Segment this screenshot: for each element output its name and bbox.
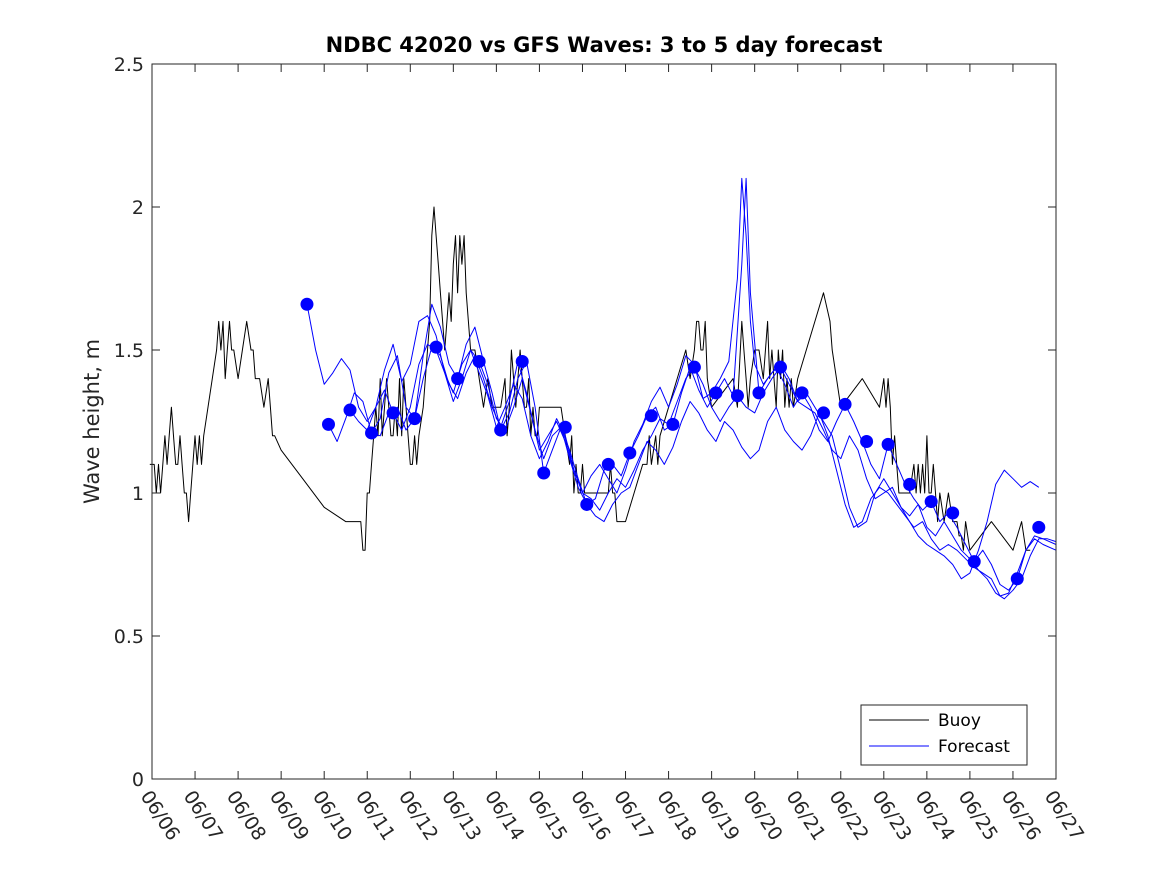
forecast-marker bbox=[365, 426, 379, 440]
x-tick-label: 06/27 bbox=[1040, 787, 1088, 845]
forecast-marker bbox=[838, 397, 852, 411]
forecast-marker bbox=[924, 495, 938, 509]
forecast-series-line bbox=[349, 343, 1057, 600]
forecast-marker bbox=[881, 437, 895, 451]
plot-area-background bbox=[152, 64, 1056, 779]
x-tick-label: 06/25 bbox=[954, 787, 1002, 845]
legend: Buoy Forecast bbox=[860, 704, 1028, 766]
forecast-marker bbox=[494, 423, 508, 437]
y-tick-label: 0 bbox=[132, 769, 144, 791]
x-tick-label: 06/09 bbox=[265, 787, 313, 845]
x-tick-label: 06/12 bbox=[394, 787, 442, 845]
y-tick-label: 2.5 bbox=[114, 54, 144, 76]
x-tick-label: 06/22 bbox=[825, 787, 873, 845]
x-tick-label: 06/16 bbox=[566, 787, 614, 845]
x-tick-label: 06/24 bbox=[911, 787, 959, 845]
x-tick-label: 06/06 bbox=[136, 787, 184, 845]
buoy-series-line bbox=[149, 206, 1031, 551]
x-tick-label: 06/19 bbox=[695, 787, 743, 845]
forecast-marker bbox=[1010, 572, 1024, 586]
forecast-marker bbox=[795, 386, 809, 400]
forecast-marker bbox=[730, 389, 744, 403]
forecast-marker bbox=[903, 477, 917, 491]
x-tick-label: 06/11 bbox=[351, 787, 399, 845]
forecast-marker bbox=[408, 412, 422, 426]
forecast-marker bbox=[515, 354, 529, 368]
forecast-marker bbox=[687, 360, 701, 374]
forecast-marker bbox=[601, 457, 615, 471]
legend-buoy-label: Buoy bbox=[938, 711, 981, 731]
y-axis-label: Wave height, m bbox=[80, 339, 104, 504]
x-tick-label: 06/14 bbox=[480, 787, 528, 845]
forecast-marker bbox=[451, 372, 465, 386]
forecast-marker bbox=[709, 386, 723, 400]
forecast-marker bbox=[860, 435, 874, 449]
forecast-marker bbox=[537, 466, 551, 480]
forecast-marker bbox=[343, 403, 357, 417]
y-axis: 0 0.5 1 1.5 2 2.5 bbox=[114, 54, 1056, 791]
x-tick-label: 06/26 bbox=[997, 787, 1045, 845]
y-tick-label: 1.5 bbox=[114, 340, 144, 362]
forecast-marker bbox=[558, 420, 572, 434]
forecast-series-line bbox=[306, 177, 1040, 580]
chart-title: NDBC 42020 vs GFS Waves: 3 to 5 day fore… bbox=[326, 33, 883, 57]
forecast-series-line bbox=[371, 346, 1057, 597]
y-tick-label: 2 bbox=[132, 197, 144, 219]
forecast-marker bbox=[967, 555, 981, 569]
y-tick-label: 1 bbox=[132, 483, 144, 505]
forecast-marker bbox=[752, 386, 766, 400]
forecast-marker bbox=[623, 446, 637, 460]
legend-forecast-label: Forecast bbox=[938, 737, 1010, 757]
x-tick-label: 06/23 bbox=[868, 787, 916, 845]
forecast-marker bbox=[580, 497, 594, 511]
forecast-marker bbox=[666, 417, 680, 431]
legend-box bbox=[860, 704, 1028, 766]
x-tick-label: 06/15 bbox=[523, 787, 571, 845]
x-tick-label: 06/13 bbox=[437, 787, 485, 845]
forecast-marker bbox=[1032, 520, 1046, 534]
forecast-marker bbox=[817, 406, 831, 420]
y-tick-label: 0.5 bbox=[114, 626, 144, 648]
forecast-marker bbox=[386, 406, 400, 420]
marker-group bbox=[300, 297, 1046, 586]
series-group bbox=[149, 177, 1057, 600]
forecast-marker bbox=[300, 297, 314, 311]
x-tick-label: 06/20 bbox=[738, 787, 786, 845]
x-tick-label: 06/08 bbox=[222, 787, 270, 845]
forecast-marker bbox=[773, 360, 787, 374]
forecast-marker bbox=[946, 506, 960, 520]
forecast-marker bbox=[429, 340, 443, 354]
x-tick-label: 06/17 bbox=[609, 787, 657, 845]
x-tick-label: 06/07 bbox=[179, 787, 227, 845]
forecast-marker bbox=[321, 417, 335, 431]
x-tick-label: 06/18 bbox=[652, 787, 700, 845]
forecast-marker bbox=[644, 409, 658, 423]
x-tick-label: 06/10 bbox=[308, 787, 356, 845]
plot-area-frame bbox=[151, 63, 1057, 780]
x-tick-label: 06/21 bbox=[782, 787, 830, 845]
forecast-marker bbox=[472, 354, 486, 368]
